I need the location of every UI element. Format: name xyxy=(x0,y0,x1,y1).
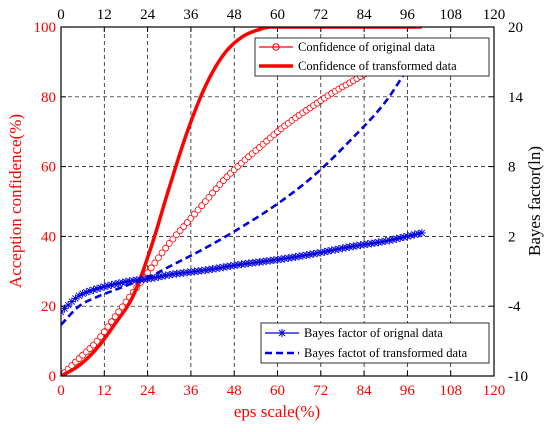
x-tick-label: 60 xyxy=(270,383,285,399)
x-top-tick-label: 24 xyxy=(140,7,156,23)
legend-original-bayes-marker xyxy=(278,329,286,337)
data-point-original-confidence xyxy=(165,239,173,247)
data-point-original-confidence xyxy=(158,249,166,257)
data-point-original-confidence xyxy=(155,254,162,262)
data-point-original-confidence xyxy=(201,198,209,205)
data-point-original-confidence xyxy=(147,264,155,272)
data-point-original-confidence xyxy=(100,328,108,336)
x-tick-label: 48 xyxy=(227,383,242,399)
x-tick-label: 24 xyxy=(140,383,156,399)
x-axis-label: eps scale(%) xyxy=(234,402,320,421)
y-axis-right-label: Bayes factor(ln) xyxy=(525,146,544,256)
x-top-tick-label: 72 xyxy=(313,7,328,23)
y-left-tick-label: 40 xyxy=(41,229,56,245)
legend-top-box xyxy=(254,37,490,77)
y-left-tick-label: 0 xyxy=(49,369,57,385)
data-point-original-confidence xyxy=(93,337,101,345)
y-left-tick-label: 20 xyxy=(41,299,56,315)
x-tick-label: 72 xyxy=(313,383,328,399)
x-tick-label: 12 xyxy=(97,383,112,399)
data-point-original-bayes xyxy=(417,228,426,237)
x-top-tick-label: 36 xyxy=(183,7,199,23)
data-point-original-confidence xyxy=(183,219,191,226)
x-tick-label: 108 xyxy=(439,383,462,399)
data-point-original-bayes xyxy=(89,285,98,294)
y-right-tick-label: 8 xyxy=(508,160,516,176)
y-right-tick-label: -10 xyxy=(508,369,528,385)
y-right-tick-label: 20 xyxy=(508,20,523,36)
x-top-tick-label: 120 xyxy=(483,7,506,23)
x-tick-label: 84 xyxy=(357,383,373,399)
x-top-tick-label: 108 xyxy=(439,7,462,23)
y-left-tick-label: 80 xyxy=(41,90,56,106)
x-tick-label: 0 xyxy=(57,383,65,399)
data-point-original-confidence xyxy=(191,210,198,218)
legend-bottom: Bayes factor of orignal data Bayes facto… xyxy=(260,322,490,364)
x-top-tick-label: 12 xyxy=(97,7,112,23)
series-4-line xyxy=(61,68,409,326)
series-2 xyxy=(61,27,422,376)
x-tick-label: 120 xyxy=(483,383,506,399)
data-point-original-bayes xyxy=(327,246,336,255)
x-top-tick-label: 60 xyxy=(270,7,285,23)
x-tick-label: 36 xyxy=(183,383,199,399)
x-tick-label: 96 xyxy=(400,383,416,399)
y-axis-left-label: Acception confidence(%) xyxy=(6,114,25,288)
y-right-tick-label: 2 xyxy=(508,229,516,245)
x-top-tick-label: 96 xyxy=(400,7,416,23)
y-left-tick-label: 60 xyxy=(41,160,56,176)
tick-labels: 0012122424363648486060727284849696108108… xyxy=(34,7,529,399)
series-4 xyxy=(61,68,409,326)
data-point-original-confidence xyxy=(209,189,216,197)
data-point-original-confidence xyxy=(187,214,195,222)
legend-transformed-bayes-label: Bayes factot of transformed data xyxy=(304,346,468,360)
data-point-original-bayes xyxy=(118,278,127,287)
data-point-original-bayes xyxy=(403,232,412,241)
x-top-tick-label: 48 xyxy=(227,7,242,23)
data-point-original-bayes xyxy=(208,265,217,274)
x-top-tick-label: 84 xyxy=(357,7,373,23)
data-point-original-confidence xyxy=(205,193,213,201)
ticks xyxy=(60,26,495,377)
legend-transformed-confidence-label: Confidence of transformed data xyxy=(298,59,457,73)
legend-original-bayes-label: Bayes factor of orignal data xyxy=(304,326,443,340)
y-right-tick-label: -4 xyxy=(508,299,521,315)
data-point-original-confidence xyxy=(169,235,177,243)
data-point-original-confidence xyxy=(97,333,105,341)
legend-original-confidence-marker xyxy=(272,43,280,51)
data-point-original-confidence xyxy=(151,259,159,267)
data-point-original-confidence xyxy=(162,244,170,252)
legend-original-confidence-label: Confidence of original data xyxy=(298,40,436,54)
legend-bottom-box xyxy=(260,322,490,364)
data-point-original-confidence xyxy=(194,206,202,214)
data-point-original-confidence xyxy=(198,202,206,210)
legend-top: Confidence of original data Confidence o… xyxy=(254,37,490,77)
y-right-tick-label: 14 xyxy=(508,90,524,106)
x-top-tick-label: 0 xyxy=(57,7,65,23)
y-left-tick-label: 100 xyxy=(34,20,57,36)
series-2-line xyxy=(61,27,422,376)
data-point-original-bayes xyxy=(85,286,94,295)
data-point-original-bayes xyxy=(291,252,300,261)
